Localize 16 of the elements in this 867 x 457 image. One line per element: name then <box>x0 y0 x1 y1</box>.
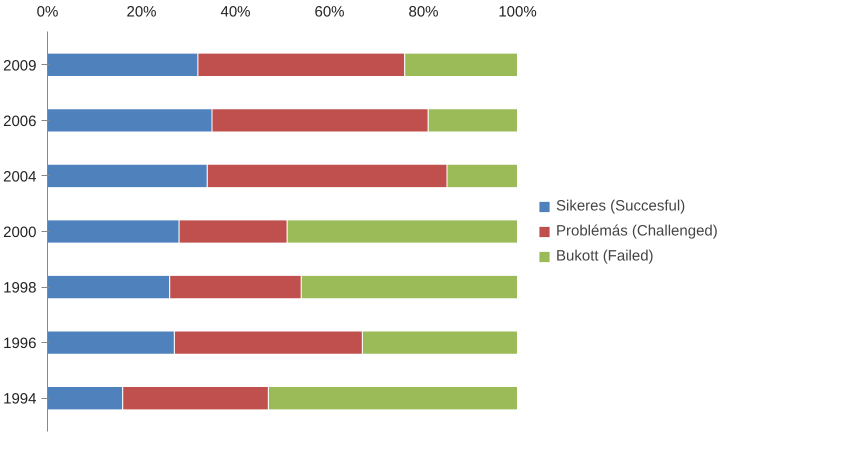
legend-label: Sikeres (Succesful) <box>556 198 686 214</box>
x-tick-label: 100% <box>498 4 537 20</box>
y-tick-label: 2000 <box>3 224 37 241</box>
x-tick-label: 80% <box>408 4 439 20</box>
legend-label: Bukott (Failed) <box>556 248 654 264</box>
x-tick-label: 60% <box>314 4 345 20</box>
legend-label: Problémás (Challenged) <box>556 222 718 240</box>
y-tick-label: 2009 <box>3 57 37 74</box>
y-tick-label: 1994 <box>3 390 37 408</box>
y-tick-label: 1996 <box>3 335 37 352</box>
y-tick-label: 1998 <box>3 280 37 297</box>
x-tick-label: 0% <box>36 4 58 20</box>
x-tick-label: 20% <box>126 4 157 20</box>
y-tick-label: 2006 <box>3 112 37 130</box>
y-tick-label: 2004 <box>3 168 37 186</box>
x-tick-label: 40% <box>220 4 251 20</box>
